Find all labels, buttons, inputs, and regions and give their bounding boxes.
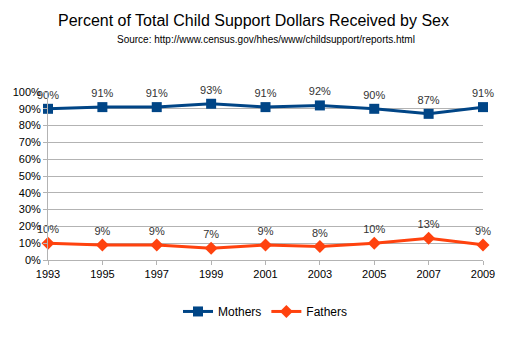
svg-text:9%: 9%	[94, 225, 110, 237]
svg-text:0%: 0%	[25, 254, 41, 266]
svg-text:Fathers: Fathers	[306, 305, 347, 319]
svg-text:91%: 91%	[146, 87, 168, 99]
svg-text:30%: 30%	[19, 203, 41, 215]
svg-text:100%: 100%	[13, 86, 41, 98]
svg-text:1993: 1993	[36, 268, 60, 280]
svg-text:91%: 91%	[254, 87, 276, 99]
svg-text:7%: 7%	[203, 228, 219, 240]
svg-text:92%: 92%	[309, 85, 331, 97]
svg-text:9%: 9%	[258, 225, 274, 237]
svg-text:60%: 60%	[19, 153, 41, 165]
svg-text:90%: 90%	[19, 103, 41, 115]
svg-text:87%: 87%	[418, 94, 440, 106]
svg-text:20%: 20%	[19, 220, 41, 232]
svg-text:1995: 1995	[90, 268, 114, 280]
svg-text:91%: 91%	[472, 87, 494, 99]
svg-text:Percent of Total Child Support: Percent of Total Child Support Dollars R…	[58, 12, 449, 29]
svg-text:2001: 2001	[253, 268, 277, 280]
svg-text:40%: 40%	[19, 187, 41, 199]
svg-text:Source: http://www.census.gov/: Source: http://www.census.gov/hhes/www/c…	[117, 34, 415, 45]
svg-text:80%: 80%	[19, 119, 41, 131]
svg-text:50%: 50%	[19, 170, 41, 182]
svg-text:2009: 2009	[471, 268, 495, 280]
svg-text:2007: 2007	[416, 268, 440, 280]
svg-text:Mothers: Mothers	[218, 305, 261, 319]
svg-text:1999: 1999	[199, 268, 223, 280]
svg-text:70%: 70%	[19, 136, 41, 148]
svg-text:10%: 10%	[37, 223, 59, 235]
svg-text:1997: 1997	[145, 268, 169, 280]
svg-text:2005: 2005	[362, 268, 386, 280]
svg-text:9%: 9%	[149, 225, 165, 237]
svg-text:2003: 2003	[308, 268, 332, 280]
svg-text:90%: 90%	[37, 89, 59, 101]
svg-text:90%: 90%	[363, 89, 385, 101]
svg-text:13%: 13%	[418, 218, 440, 230]
svg-text:9%: 9%	[475, 225, 491, 237]
svg-text:10%: 10%	[19, 237, 41, 249]
svg-text:91%: 91%	[91, 87, 113, 99]
svg-text:93%: 93%	[200, 84, 222, 96]
svg-text:10%: 10%	[363, 223, 385, 235]
svg-text:8%: 8%	[312, 227, 328, 239]
